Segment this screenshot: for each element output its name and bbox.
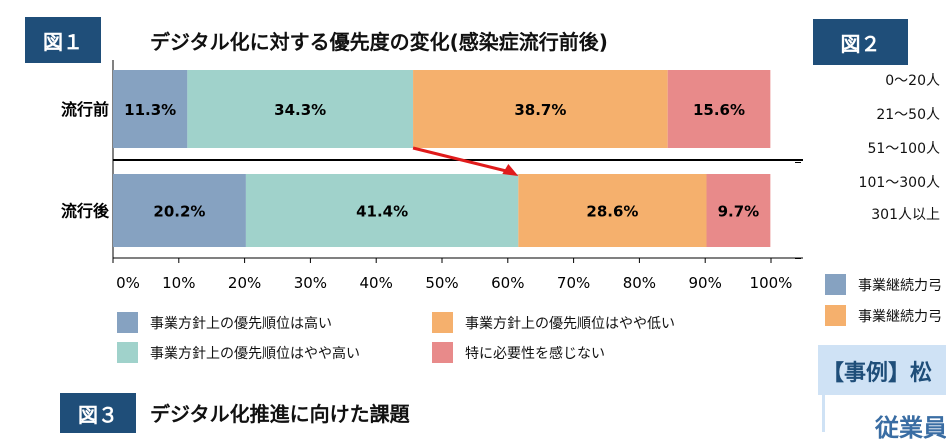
data-label: 34.3% [274, 101, 326, 119]
arrow-line [412, 146, 511, 174]
data-label: 38.7% [514, 101, 566, 119]
x-tick-label: 0% [116, 274, 140, 292]
data-label: 20.2% [153, 203, 205, 221]
fig1-title: デジタル化に対する優先度の変化(感染症流行前後) [150, 30, 608, 54]
data-label: 9.7% [718, 203, 760, 221]
bar-segment [518, 174, 707, 247]
legend-label: 特に必要性を感じない [465, 345, 605, 362]
category-label: 流行前 [61, 100, 109, 119]
fig2-row-label: 101～300人 [858, 175, 940, 191]
data-label: 41.4% [356, 203, 408, 221]
data-label: 15.6% [693, 101, 745, 119]
bar-segment [245, 174, 519, 247]
legend-label: 事業方針上の優先順位は高い [150, 315, 332, 332]
x-tick-label: 100% [750, 274, 793, 292]
fig1-badge: 図１ [25, 17, 101, 63]
legend-swatch [432, 312, 453, 333]
x-tick-label: 80% [623, 274, 656, 292]
data-label: 28.6% [586, 203, 638, 221]
legend-swatch [117, 312, 138, 333]
case-subtitle: 従業員 [875, 414, 946, 442]
legend-swatch [117, 342, 138, 363]
fig2-row-label: 301人以上 [871, 207, 940, 223]
x-tick-label: 40% [360, 274, 393, 292]
data-label: 11.3% [124, 101, 176, 119]
x-tick-label: 60% [491, 274, 524, 292]
fig2-row-label: 51～100人 [867, 141, 940, 157]
x-tick-label: 20% [228, 274, 261, 292]
fig3-title: デジタル化推進に向けた課題 [150, 402, 410, 426]
bar-segment [187, 70, 414, 148]
fig1-chart: 流行前 11.3% 34.3% 38.7% 15.6% 流行後 20.2% 41.4% 28.6… [61, 60, 803, 292]
fig2-row-label: 0～20人 [885, 73, 940, 89]
legend-item: 事業方針上の優先順位はやや低い [432, 312, 675, 333]
bar-segment [706, 174, 771, 247]
legend-item: 事業方針上の優先順位は高い [117, 312, 332, 333]
case-title: 【事例】松 [822, 361, 933, 386]
legend-label: 事業方針上の優先順位はやや高い [150, 345, 360, 362]
x-tick-label: 30% [294, 274, 327, 292]
legend-swatch [432, 342, 453, 363]
fig2-row-label: 21～50人 [876, 107, 940, 123]
fig2-badge: 図２ [813, 19, 908, 65]
case-header [818, 345, 946, 395]
bar-segment [113, 174, 246, 247]
x-tick-label: 90% [689, 274, 722, 292]
bar-segment [667, 70, 771, 148]
fig2-legend-item: 事業継続力弓 [825, 274, 942, 295]
fig3-badge: 図３ [60, 393, 136, 433]
x-tick-label: 70% [557, 274, 590, 292]
legend-label: 事業方針上の優先順位はやや低い [465, 315, 675, 332]
arrow-head [502, 164, 519, 176]
x-tick-label: 50% [425, 274, 458, 292]
legend-item: 事業方針上の優先順位はやや高い [117, 342, 360, 363]
fig2-legend-item: 事業継続力弓 [825, 305, 942, 326]
bar-segment [413, 70, 668, 148]
bar-segment [113, 70, 188, 148]
x-tick-label: 10% [162, 274, 195, 292]
legend-item: 特に必要性を感じない [432, 342, 605, 363]
category-label: 流行後 [61, 202, 110, 221]
